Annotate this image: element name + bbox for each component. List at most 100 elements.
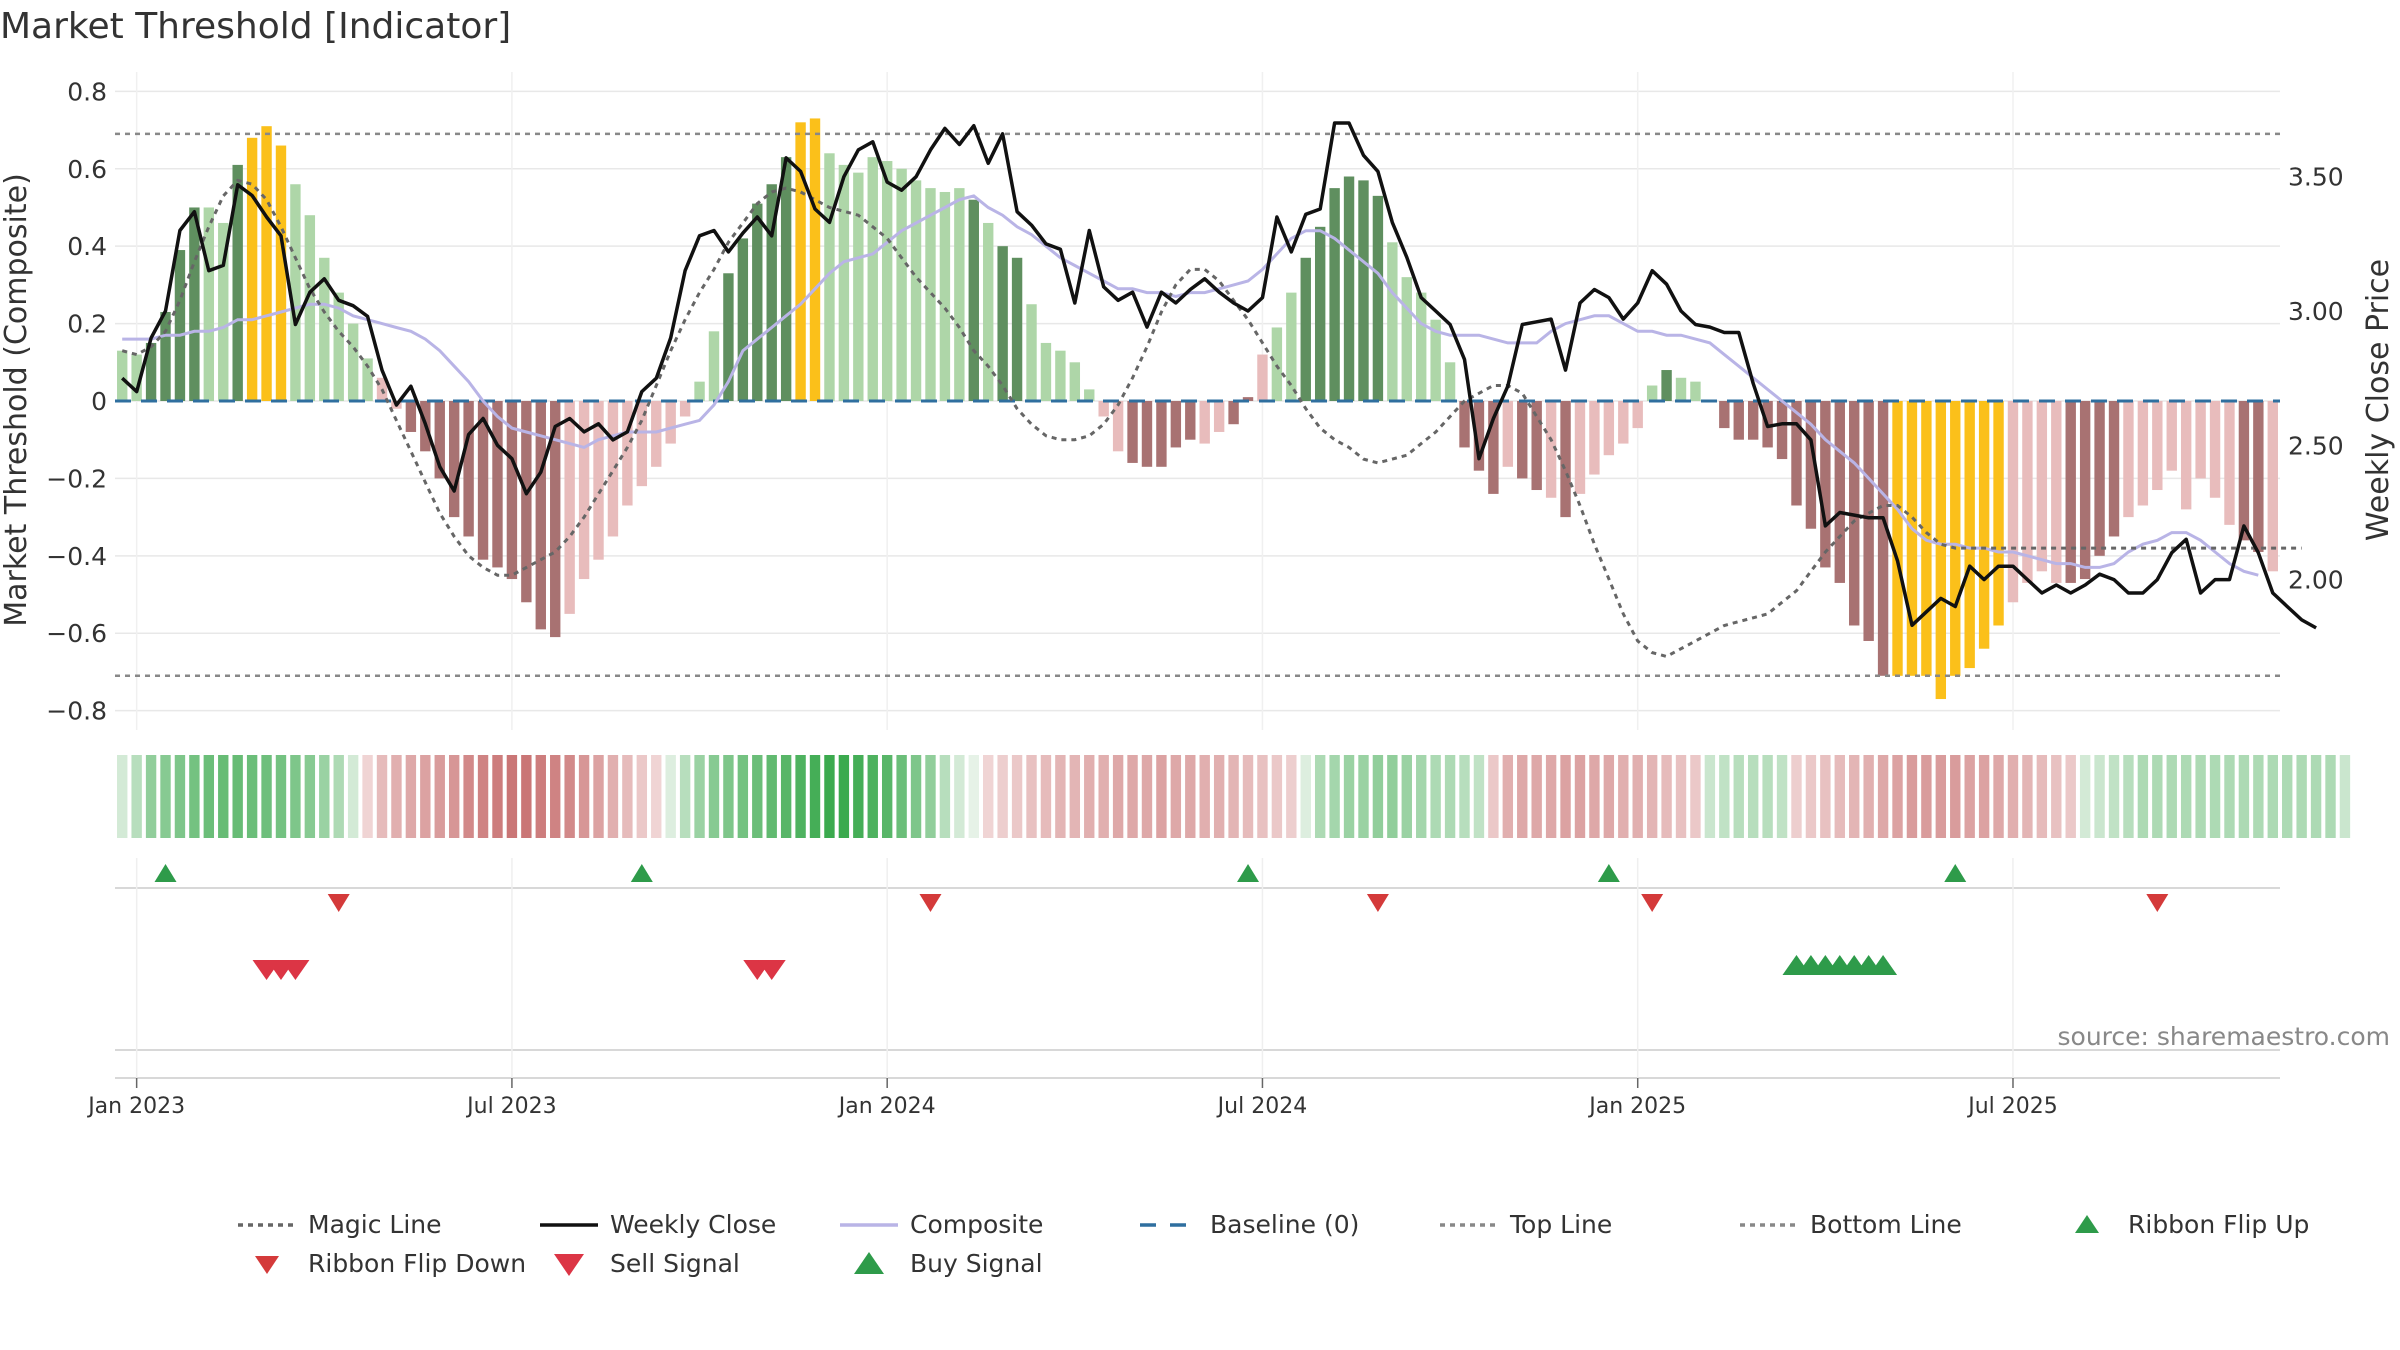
composite-bar xyxy=(1950,401,1961,676)
ribbon-flip-up-marker xyxy=(630,864,653,882)
legend-item: Weekly Close xyxy=(540,1210,776,1239)
legend-label: Sell Signal xyxy=(610,1249,740,1278)
signal-panel xyxy=(115,955,2280,1051)
composite-bar xyxy=(607,401,619,537)
ribbon-cell xyxy=(809,755,821,838)
ribbon-cell xyxy=(1358,755,1369,838)
ribbon-cell xyxy=(1199,755,1210,838)
ribbon-cell xyxy=(2195,755,2206,838)
composite-bar xyxy=(1574,401,1586,494)
ribbon-cell xyxy=(2051,755,2062,838)
composite-bar xyxy=(838,164,850,401)
composite-bar xyxy=(1387,242,1398,401)
composite-bar xyxy=(1863,401,1874,641)
ribbon-cell xyxy=(434,755,445,838)
composite-bar xyxy=(1877,401,1889,676)
ribbon-cell xyxy=(1286,755,1297,838)
ribbon-cell xyxy=(2238,755,2250,838)
ribbon-cell xyxy=(420,755,431,838)
composite-bar xyxy=(117,350,128,401)
ribbon-cell xyxy=(1849,755,1860,838)
ribbon-cell xyxy=(189,755,200,838)
ribbon-flip-down-marker xyxy=(1641,894,1664,912)
y-axis-right-label: Weekly Close Price xyxy=(2361,259,2396,541)
ribbon-cell xyxy=(968,755,979,838)
ribbon-cell xyxy=(1314,755,1326,838)
ribbon-cell xyxy=(1300,755,1311,838)
ribbon-cell xyxy=(1156,755,1167,838)
composite-bar xyxy=(290,184,301,401)
ribbon-cell xyxy=(665,755,676,838)
ribbon-cell xyxy=(1127,755,1138,838)
composite-bar xyxy=(1358,180,1369,401)
ribbon-cell xyxy=(780,755,792,838)
x-tick-label: Jul 2025 xyxy=(1966,1094,2058,1119)
ribbon-cell xyxy=(564,755,575,838)
ribbon-cell xyxy=(1416,755,1427,838)
ribbon-cell xyxy=(391,755,402,838)
composite-bar xyxy=(1892,401,1903,676)
composite-bar xyxy=(434,401,445,479)
composite-bar xyxy=(1084,389,1095,401)
ribbon-cell xyxy=(1242,755,1254,838)
ribbon-cell xyxy=(1906,755,1918,838)
composite-bar xyxy=(1199,401,1210,444)
ribbon-cell xyxy=(2296,755,2307,838)
composite-bar xyxy=(636,401,648,487)
composite-bar xyxy=(1646,385,1658,401)
ribbon-flip-down-marker xyxy=(2146,894,2169,912)
ribbon-cell xyxy=(1531,755,1542,838)
ribbon-cell xyxy=(2022,755,2033,838)
legend-item: Magic Line xyxy=(238,1210,442,1239)
composite-bar xyxy=(665,401,676,444)
composite-bar xyxy=(521,401,532,603)
ribbon-cell xyxy=(1719,755,1730,838)
composite-bar xyxy=(1430,319,1441,401)
ribbon-cell xyxy=(1112,755,1124,838)
composite-bar xyxy=(1690,381,1701,401)
ribbon-cell xyxy=(218,755,229,838)
y-tick-right: 2.00 xyxy=(2288,566,2344,595)
composite-bar xyxy=(896,168,907,401)
composite-bar xyxy=(766,184,777,401)
composite-bar xyxy=(1545,401,1557,498)
ribbon-cell xyxy=(1632,755,1643,838)
composite-bar xyxy=(1964,401,1975,669)
ribbon-cell xyxy=(1185,755,1196,838)
ribbon-cell xyxy=(319,755,330,838)
ribbon-flip-panel xyxy=(115,864,2280,912)
ribbon-cell xyxy=(477,755,489,838)
buy-signal-marker xyxy=(1869,955,1898,975)
ribbon-cell xyxy=(1430,755,1441,838)
sell-signal-marker xyxy=(281,960,310,980)
sell-signal-marker xyxy=(757,960,786,980)
y-tick-right: 3.00 xyxy=(2288,297,2344,326)
ribbon-cell xyxy=(1935,755,1947,838)
composite-bar xyxy=(1603,401,1615,456)
legend-swatch xyxy=(854,1252,884,1274)
ribbon-cell xyxy=(853,755,864,838)
ribbon-cell xyxy=(2224,755,2235,838)
composite-bar xyxy=(1776,401,1788,460)
x-tick-label: Jul 2023 xyxy=(465,1094,557,1119)
ribbon-cell xyxy=(1387,755,1398,838)
composite-bar xyxy=(1127,401,1138,463)
composite-bar xyxy=(983,222,994,401)
ribbon-cell xyxy=(1603,755,1615,838)
ribbon-cell xyxy=(1069,755,1081,838)
y-ticks: 0.8 0.6 0.4 0.2 0 −0.2 −0.4 −0.6 −0.8 3.50 3.00 2.5… xyxy=(46,77,2343,725)
composite-bar xyxy=(333,292,344,401)
composite-bar xyxy=(2079,401,2091,580)
ribbon-cell xyxy=(636,755,648,838)
ribbon-cell xyxy=(1228,755,1239,838)
composite-bar xyxy=(405,401,417,432)
ribbon-cell xyxy=(261,755,272,838)
composite-bar xyxy=(2108,401,2120,537)
ribbon-cell xyxy=(867,755,878,838)
ribbon-cell xyxy=(1776,755,1788,838)
ribbon-cell xyxy=(1690,755,1701,838)
ribbon-cell xyxy=(1343,755,1355,838)
ribbon-cell xyxy=(1545,755,1557,838)
composite-bar xyxy=(694,381,705,401)
